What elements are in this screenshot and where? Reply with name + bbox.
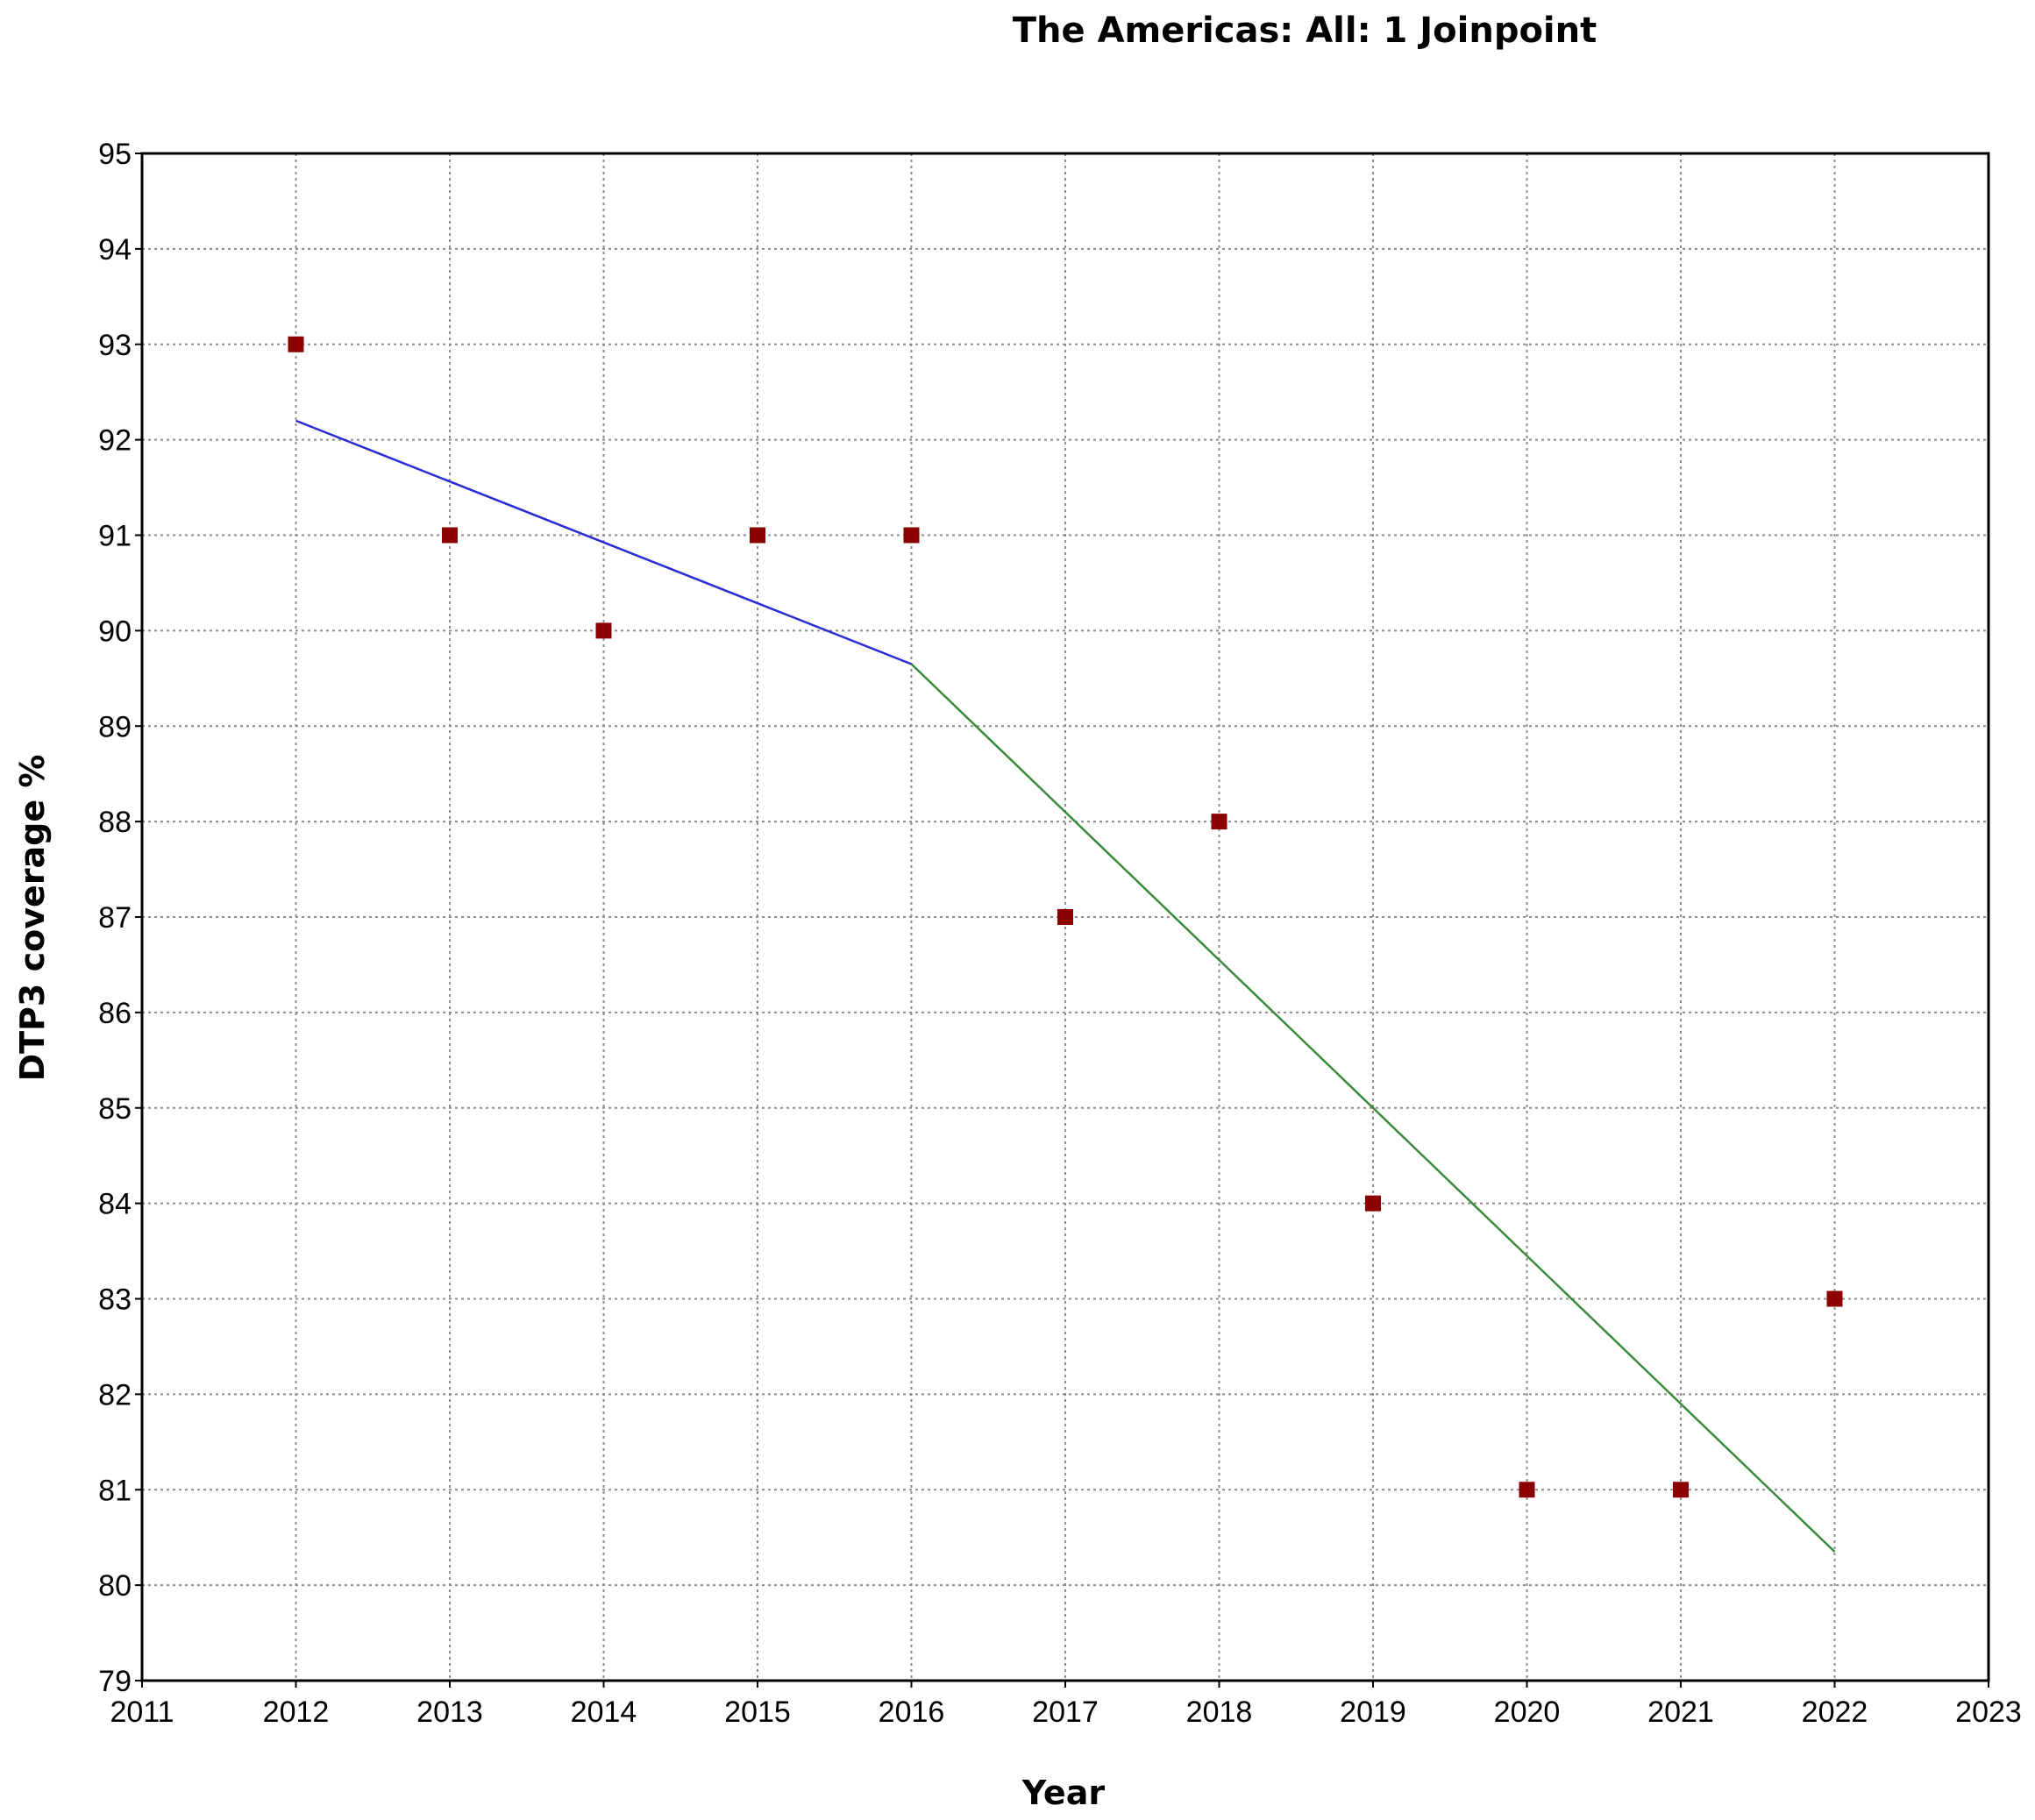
data-point xyxy=(1826,1290,1843,1307)
data-point xyxy=(442,527,458,544)
y-tick-label: 79 xyxy=(98,1665,132,1698)
y-tick-label: 89 xyxy=(98,710,132,743)
data-point xyxy=(1519,1482,1535,1498)
y-tick-label: 86 xyxy=(98,997,132,1030)
y-tick-label: 94 xyxy=(98,233,132,267)
y-tick-label: 81 xyxy=(98,1474,132,1507)
data-point xyxy=(1057,909,1073,925)
trend-segment-2 xyxy=(910,663,1836,1553)
x-tick-label: 2020 xyxy=(1494,1696,1561,1729)
data-points xyxy=(288,336,1843,1498)
y-tick-label: 84 xyxy=(98,1188,132,1221)
x-tick-label: 2017 xyxy=(1032,1696,1099,1729)
x-tick-label: 2023 xyxy=(1955,1696,2022,1729)
data-point xyxy=(903,527,920,544)
y-tick-label: 88 xyxy=(98,806,132,839)
data-point xyxy=(595,622,612,639)
y-axis-tick-labels: 79 80 81 82 83 84 85 86 87 88 89 90 91 92 93 94 95 xyxy=(98,138,132,1698)
x-tick-label: 2015 xyxy=(724,1696,791,1729)
y-tick-label: 87 xyxy=(98,901,132,935)
y-tick-label: 85 xyxy=(98,1092,132,1126)
y-tick-label: 83 xyxy=(98,1283,132,1317)
x-axis-title: Year xyxy=(1021,1774,1105,1812)
x-tick-label: 2018 xyxy=(1186,1696,1253,1729)
y-tick-label: 93 xyxy=(98,329,132,362)
y-tick-label: 80 xyxy=(98,1569,132,1603)
y-axis-title: DTP3 coverage % xyxy=(13,755,52,1082)
y-tick-label: 92 xyxy=(98,424,132,458)
x-tick-label: 2011 xyxy=(110,1696,174,1729)
x-tick-label: 2022 xyxy=(1802,1696,1868,1729)
data-point xyxy=(750,527,765,544)
x-tick-label: 2016 xyxy=(879,1696,945,1729)
x-tick-label: 2012 xyxy=(263,1696,330,1729)
y-tick-label: 82 xyxy=(98,1378,132,1411)
x-tick-label: 2013 xyxy=(416,1696,483,1729)
y-tick-label: 95 xyxy=(98,138,132,171)
data-point xyxy=(1211,814,1227,830)
trend-segments xyxy=(295,419,1836,1553)
axis-ticks xyxy=(135,153,1989,1688)
x-tick-label: 2014 xyxy=(571,1696,637,1729)
y-tick-label: 90 xyxy=(98,615,132,648)
chart-title: The Americas: All: 1 Joinpoint xyxy=(1013,11,1597,51)
y-tick-label: 91 xyxy=(98,520,132,553)
x-tick-label: 2021 xyxy=(1647,1696,1714,1729)
x-tick-label: 2019 xyxy=(1340,1696,1406,1729)
x-axis-tick-labels: 2011 2012 2013 2014 2015 2016 2017 2018 2019 2020… xyxy=(110,1696,2021,1729)
trend-segment-1 xyxy=(295,419,912,665)
data-point xyxy=(1365,1195,1381,1212)
data-point xyxy=(288,336,304,352)
data-point xyxy=(1673,1482,1689,1498)
